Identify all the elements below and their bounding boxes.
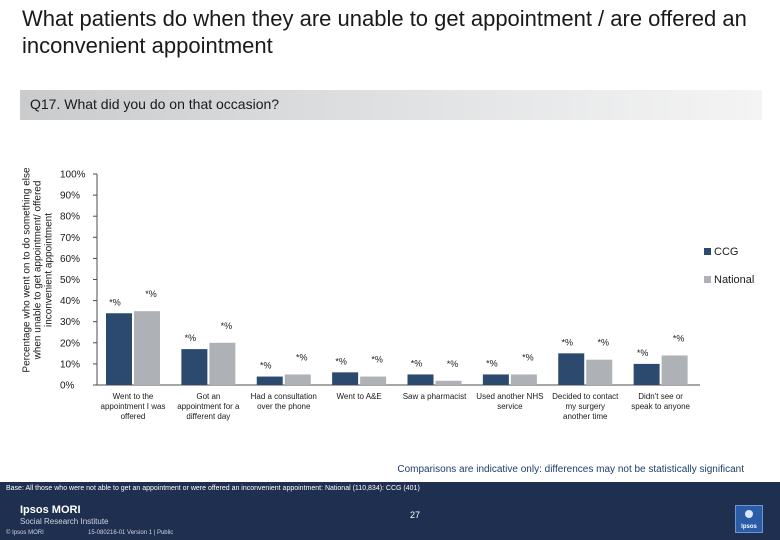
ccg-data-label: *% xyxy=(561,337,573,347)
page-number: 27 xyxy=(410,510,421,520)
page-title: What patients do when they are unable to… xyxy=(22,6,747,58)
base-note: Base: All those who were not able to get… xyxy=(6,485,420,492)
x-category-label: Got an xyxy=(196,392,220,401)
x-category-label: Had a consultation xyxy=(251,392,317,401)
x-category-label: Went to the xyxy=(113,392,154,401)
x-category-label: different day xyxy=(186,412,230,421)
x-category-label: Used another NHS xyxy=(476,392,543,401)
ccg-data-label: *% xyxy=(411,358,423,368)
y-tick-label: 0% xyxy=(60,381,75,392)
x-category-label: over the phone xyxy=(257,402,311,411)
national-data-label: *% xyxy=(522,352,534,362)
ipsos-icon-label: Ipsos xyxy=(741,524,757,530)
national-bar xyxy=(134,311,160,385)
ccg-bar xyxy=(106,313,132,385)
x-category-label: speak to anyone xyxy=(631,402,690,411)
legend-swatch-ccg xyxy=(704,248,711,255)
y-tick-label: 100% xyxy=(60,170,86,181)
legend-label-national: National xyxy=(714,274,754,286)
national-data-label: *% xyxy=(221,321,233,331)
y-tick-label: 50% xyxy=(60,275,80,286)
ccg-bar xyxy=(633,363,660,385)
y-tick-label: 80% xyxy=(60,212,80,223)
question-text: Q17. What did you do on that occasion? xyxy=(30,96,280,112)
y-tick-label: 60% xyxy=(60,254,80,265)
national-data-label: *% xyxy=(371,355,383,365)
national-data-label: *% xyxy=(145,289,157,299)
y-tick-label: 40% xyxy=(60,296,80,307)
question-banner xyxy=(20,90,762,120)
x-category-label: appointment for a xyxy=(177,402,240,411)
x-category-label: Didn't see or xyxy=(638,392,683,401)
x-category-label: service xyxy=(497,402,523,411)
x-category-label: Went to A&E xyxy=(337,392,382,401)
national-data-label: *% xyxy=(673,333,685,343)
x-category-label: another time xyxy=(563,412,608,421)
ipsos-mori-logo: Ipsos MORI xyxy=(20,504,81,516)
x-category-label: offered xyxy=(121,412,146,421)
national-bar xyxy=(510,374,537,385)
y-tick-label: 20% xyxy=(60,338,80,349)
ccg-bar xyxy=(558,353,585,385)
ccg-data-label: *% xyxy=(637,348,649,358)
legend-label-ccg: CCG xyxy=(714,246,738,258)
document-reference: 15-080216-01 Version 1 | Public xyxy=(88,530,174,536)
x-category-label: appointment I was xyxy=(101,402,166,411)
y-tick-label: 30% xyxy=(60,317,80,328)
logo-subtitle: Social Research Institute xyxy=(20,517,109,526)
ccg-data-label: *% xyxy=(109,297,121,307)
ccg-data-label: *% xyxy=(185,333,197,343)
x-category-label: Saw a pharmacist xyxy=(403,392,467,401)
x-category-label: Decided to contact xyxy=(552,392,619,401)
national-bar xyxy=(661,355,688,385)
copyright: © Ipsos MORI xyxy=(6,530,44,536)
footer-band xyxy=(0,482,780,540)
bar-chart: 0% 10% 20% 30% 40% 50% 60% 70% 80% 90% 100% *% *% *% *… xyxy=(60,170,754,422)
ccg-data-label: *% xyxy=(335,356,347,366)
comparison-note: Comparisons are indicative only: differe… xyxy=(397,464,744,475)
national-bar xyxy=(360,376,387,385)
national-bar xyxy=(209,342,236,385)
national-bar xyxy=(435,380,462,385)
y-tick-label: 10% xyxy=(60,359,80,370)
ccg-bar xyxy=(181,349,208,385)
y-tick-label: 90% xyxy=(60,191,80,202)
ccg-data-label: *% xyxy=(260,361,272,371)
ipsos-icon: Ipsos xyxy=(735,505,763,533)
x-category-label: my surgery xyxy=(565,402,605,411)
ccg-bar xyxy=(332,372,359,385)
national-data-label: *% xyxy=(447,359,459,369)
national-data-label: *% xyxy=(597,338,609,348)
ccg-bar xyxy=(407,374,434,385)
national-bar xyxy=(284,374,311,385)
legend-swatch-national xyxy=(704,276,711,283)
ccg-data-label: *% xyxy=(486,358,498,368)
ccg-bar xyxy=(482,374,509,385)
national-bar xyxy=(586,359,613,385)
y-tick-label: 70% xyxy=(60,233,80,244)
national-data-label: *% xyxy=(296,352,308,362)
ccg-bar xyxy=(256,376,283,385)
